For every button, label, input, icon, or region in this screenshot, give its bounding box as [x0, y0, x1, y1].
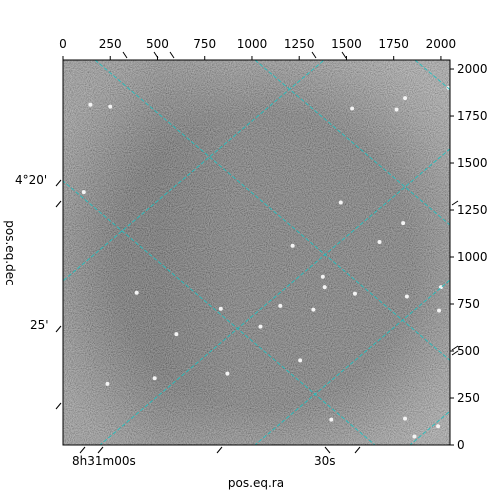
x-tick-label: 1250	[284, 37, 315, 51]
world-tick-mark	[122, 51, 128, 59]
bright-sources	[81, 85, 450, 439]
world-tick-mark	[97, 446, 104, 454]
world-tick-mark	[169, 51, 175, 59]
dec-tick-label-1: 25'	[30, 318, 49, 332]
source-point	[81, 190, 86, 195]
x-tick-label: 1000	[237, 37, 268, 51]
world-tick-mark	[216, 446, 223, 454]
world-tick-mark	[324, 446, 331, 454]
x-ticks-top: 0 250 500 750 1000 1250 1500 1750 2000	[59, 37, 456, 60]
world-tick-mark	[451, 350, 459, 356]
source-point	[290, 243, 295, 248]
ra-tick-label-1: 30s	[314, 454, 336, 468]
source-point	[258, 324, 263, 329]
source-point	[320, 274, 325, 279]
source-point	[338, 200, 343, 205]
world-tick-mark	[55, 402, 62, 410]
world-tick-mark	[311, 51, 317, 59]
source-point	[404, 294, 409, 299]
source-point	[88, 102, 93, 107]
x-tick-label: 1500	[331, 37, 362, 51]
source-point	[134, 290, 139, 295]
source-point	[436, 424, 441, 429]
y-tick-label: 1000	[457, 250, 488, 264]
x-tick-label: 0	[59, 37, 67, 51]
source-point	[174, 332, 179, 337]
source-point	[350, 106, 355, 111]
ra-tick-label-0: 8h31m00s	[72, 454, 136, 468]
x-tick-label: 250	[99, 37, 122, 51]
source-point	[311, 307, 316, 312]
world-tick-mark	[55, 325, 62, 333]
source-point	[278, 303, 283, 308]
grid-line-dec	[63, 180, 376, 445]
source-point	[218, 306, 223, 311]
world-tick-mark	[55, 179, 62, 187]
y-axis-label: pos.eq.dec	[3, 220, 17, 285]
source-point	[412, 434, 417, 439]
world-tick-mark	[451, 200, 459, 206]
y-tick-label: 1250	[457, 203, 488, 217]
source-point	[105, 381, 110, 386]
world-tick-mark	[55, 200, 62, 208]
y-tick-label: 1750	[457, 109, 488, 123]
x-tick-label: 500	[146, 37, 169, 51]
source-point	[437, 308, 442, 313]
y-ticks-right: 0 250 500 750 1000 1250 1500 1750 2000	[450, 62, 488, 452]
axes-frame	[62, 59, 451, 446]
world-tick-mark	[341, 51, 347, 59]
source-point	[352, 291, 357, 296]
y-tick-label: 750	[457, 297, 480, 311]
world-tick-mark	[79, 446, 86, 454]
source-point	[401, 221, 406, 226]
world-tick-mark	[153, 51, 159, 59]
world-tick-mark	[451, 345, 459, 351]
source-point	[108, 104, 113, 109]
source-point	[322, 285, 327, 290]
x-tick-label: 750	[193, 37, 216, 51]
source-point	[225, 371, 230, 376]
y-tick-label: 0	[457, 438, 465, 452]
source-point	[403, 96, 408, 101]
x-tick-label: 1750	[378, 37, 409, 51]
source-point	[394, 107, 399, 112]
source-point	[152, 376, 157, 381]
source-point	[329, 417, 334, 422]
world-ticks	[55, 51, 459, 454]
x-tick-label: 2000	[426, 37, 457, 51]
source-point	[403, 416, 408, 421]
x-axis-label: pos.eq.ra	[228, 476, 284, 490]
world-tick-mark	[354, 446, 361, 454]
y-tick-label: 1500	[457, 156, 488, 170]
y-tick-label: 250	[457, 391, 480, 405]
y-tick-label: 500	[457, 344, 480, 358]
source-point	[377, 239, 382, 244]
source-point	[298, 358, 303, 363]
y-tick-label: 2000	[457, 62, 488, 76]
dec-tick-label-0: 4°20'	[15, 173, 47, 187]
